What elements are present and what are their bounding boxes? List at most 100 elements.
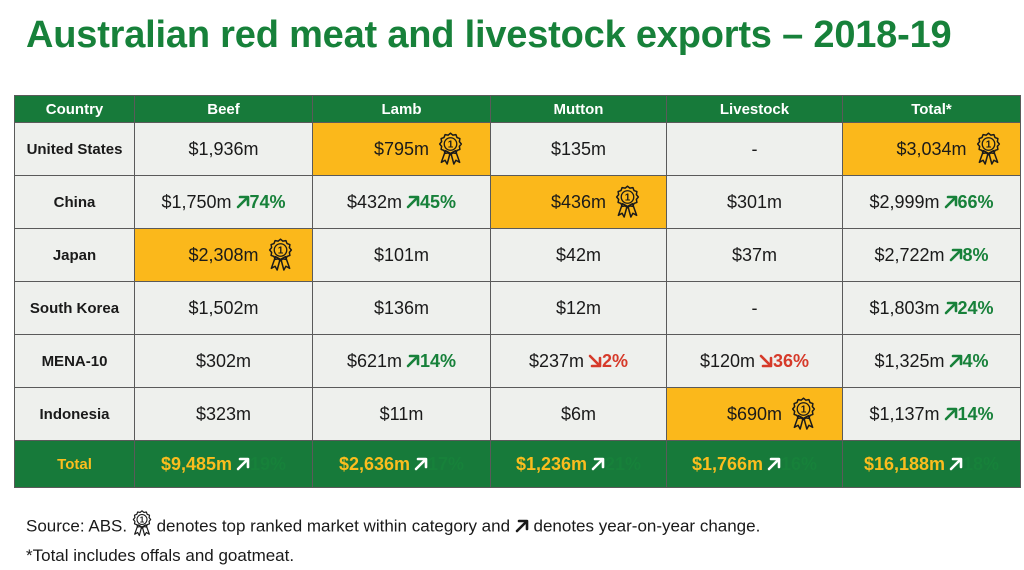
table-cell-livestock: $37m [666, 228, 843, 282]
cell-content: $16,188m 18% [864, 454, 999, 475]
cell-value: $432m [346, 191, 402, 212]
yoy-change: 2% [588, 351, 628, 371]
cell-value: $1,803m [869, 297, 940, 318]
cell-content: $1,750m 74% [161, 192, 285, 213]
cell-value: $2,636m [338, 453, 411, 474]
column-header-total: Total* [842, 95, 1021, 123]
change-percent: 24% [957, 297, 994, 318]
change-percent: 45% [420, 191, 457, 212]
footnote-line-1: Source: ABS. 1 denotes top ranked market… [26, 510, 760, 544]
table-cell-beef: $2,308m 1 [134, 228, 313, 282]
cell-content: $2,722m 8% [874, 245, 988, 266]
country-label: MENA-10 [14, 334, 135, 388]
award-ribbon-icon: 1 [438, 132, 463, 165]
table-cell-total: $1,803m 24% [842, 281, 1021, 335]
table-cell-lamb: $101m [312, 228, 491, 282]
yoy-change: 45% [406, 192, 456, 212]
cell-content: $135m [551, 139, 606, 160]
table-row-china: China $1,750m 74% $432m 45% $436m 1 $301m $2,999… [14, 175, 1021, 229]
cell-value: $1,502m [188, 297, 259, 318]
cell-value: $302m [195, 350, 252, 371]
table-cell-livestock: $120m 36% [666, 334, 843, 388]
table-cell-total: $3,034m 1 [842, 122, 1021, 176]
column-header-livestock: Livestock [666, 95, 843, 123]
cell-value: $3,034m [896, 138, 967, 159]
cell-value: $436m [550, 191, 607, 212]
cell-content: $6m [561, 404, 596, 425]
arrow-up-right-icon [949, 457, 963, 470]
arrow-up-right-icon [414, 457, 428, 470]
footnote: Source: ABS. 1 denotes top ranked market… [26, 510, 760, 568]
arrow-up-right-icon [591, 457, 605, 470]
arrow-down-right-icon [759, 354, 773, 367]
total-cell-livestock: $1,766m 16% [666, 440, 843, 488]
cell-content: $9,485m 19% [161, 454, 286, 475]
cell-value: $135m [550, 138, 607, 159]
cell-content: $42m [556, 245, 601, 266]
cell-content: $690m 1 [726, 397, 816, 430]
change-percent: 14% [957, 403, 994, 424]
award-ribbon-icon: 1 [268, 238, 292, 271]
cell-content: $323m [196, 404, 251, 425]
cell-content: $301m [727, 192, 782, 213]
change-percent: 8% [962, 244, 989, 265]
change-percent: 36% [773, 350, 810, 371]
yoy-change: 18% [949, 454, 999, 474]
cell-content: $2,636m 17% [339, 454, 464, 475]
table-cell-livestock: $690m 1 [666, 387, 843, 441]
svg-text:1: 1 [625, 193, 631, 204]
table-cell-beef: $323m [134, 387, 313, 441]
cell-content: $2,308m 1 [188, 238, 292, 271]
change-percent: 19% [250, 453, 287, 474]
cell-value: $1,236m [515, 453, 588, 474]
table-cell-mutton: $12m [490, 281, 667, 335]
table-cell-total: $2,722m 8% [842, 228, 1021, 282]
cell-content: $37m [732, 245, 777, 266]
cell-content: $621m 14% [347, 351, 456, 372]
change-percent: 18% [963, 453, 1000, 474]
award-ribbon-icon: 1 [976, 132, 1000, 165]
footnote-award-text: denotes top ranked market within categor… [156, 516, 511, 536]
cell-value: $2,999m [869, 191, 940, 212]
cell-content: $432m 45% [347, 192, 456, 213]
cell-value: $323m [195, 403, 252, 424]
arrow-up-right-icon [949, 248, 962, 261]
yoy-change: 24% [944, 298, 994, 318]
svg-text:1: 1 [985, 140, 991, 151]
cell-value: $1,750m [161, 191, 232, 212]
cell-value: $136m [373, 297, 430, 318]
cell-value: $12m [555, 297, 602, 318]
cell-value: $2,722m [874, 244, 945, 265]
country-label: Japan [14, 228, 135, 282]
cell-value: $795m [373, 138, 430, 159]
arrow-up-right-icon [515, 515, 529, 539]
page-title: Australian red meat and livestock export… [26, 14, 952, 56]
yoy-change: 36% [759, 351, 809, 371]
cell-content: $120m 36% [700, 351, 809, 372]
total-row: Total $9,485m 19% $2,636m 17% $1,236m 21% $1,76… [14, 440, 1021, 488]
table-cell-beef: $1,936m [134, 122, 313, 176]
footnote-arrow-text: denotes year-on-year change. [533, 516, 761, 536]
table-cell-lamb: $11m [312, 387, 491, 441]
svg-text:1: 1 [140, 516, 145, 525]
table-row-united-states: United States $1,936m $795m 1 $135m - $3,034m 1 [14, 122, 1021, 176]
arrow-up-right-icon [944, 407, 957, 420]
country-label: China [14, 175, 135, 229]
total-cell-beef: $9,485m 19% [134, 440, 313, 488]
cell-value: $690m [726, 403, 783, 424]
award-ribbon-icon: 1 [615, 185, 640, 218]
arrow-up-right-icon [949, 354, 962, 367]
table-cell-beef: $302m [134, 334, 313, 388]
award-ribbon-icon: 1 [791, 397, 816, 430]
arrow-down-right-icon [588, 354, 602, 367]
arrow-up-right-icon [767, 457, 781, 470]
yoy-change: 74% [236, 192, 286, 212]
exports-table: Country Beef Lamb Mutton Livestock Total* Uni… [14, 95, 1021, 488]
table-row-south-korea: South Korea $1,502m $136m $12m - $1,803m 24% [14, 281, 1021, 335]
change-percent: 66% [957, 191, 994, 212]
cell-content: $1,137m 14% [869, 404, 993, 425]
cell-value: $237m [528, 350, 585, 371]
table-cell-beef: $1,750m 74% [134, 175, 313, 229]
total-cell-lamb: $2,636m 17% [312, 440, 491, 488]
cell-content: $101m [374, 245, 429, 266]
